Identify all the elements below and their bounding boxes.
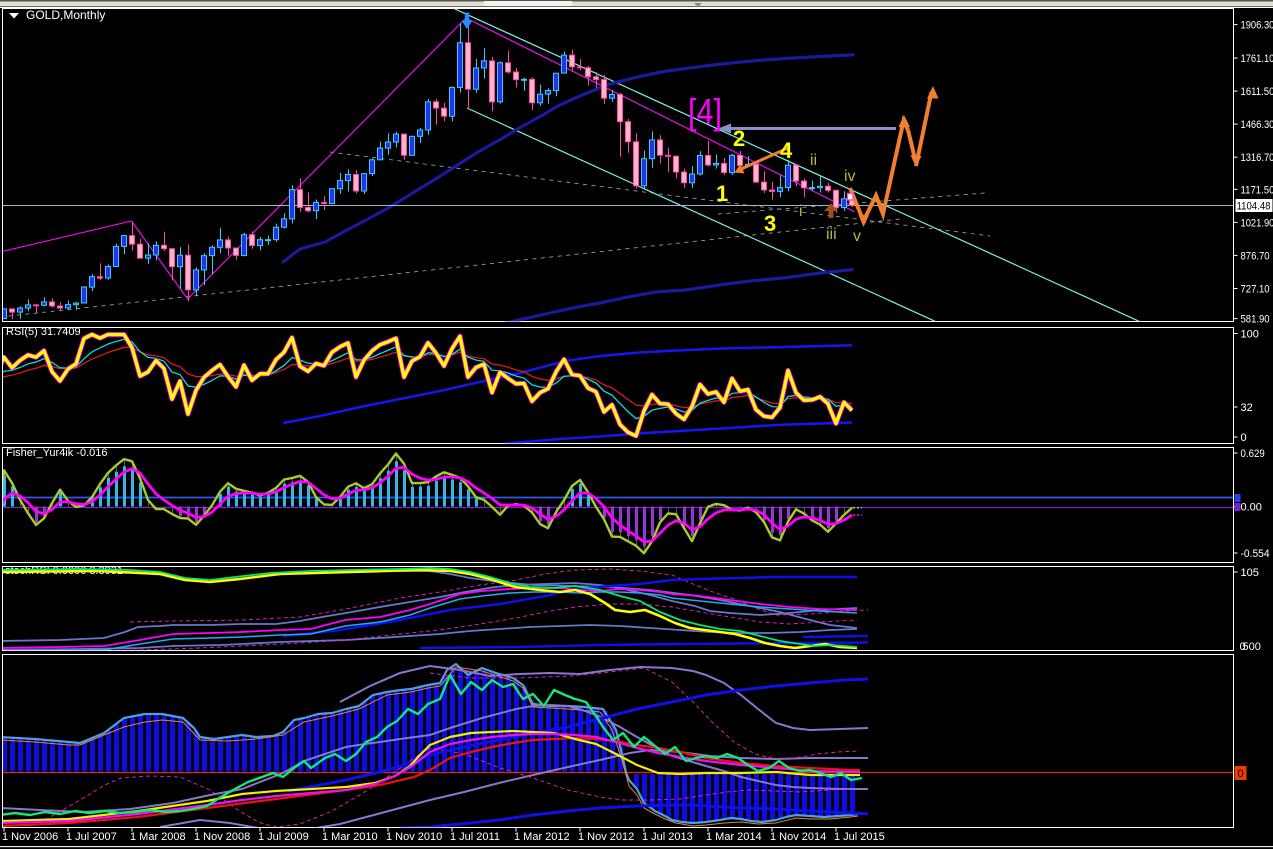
svg-text:0: 0 (1240, 641, 1246, 653)
svg-text:0.00: 0.00 (1241, 502, 1262, 514)
svg-text:1 Nov 2008: 1 Nov 2008 (194, 831, 250, 843)
svg-text:727.10: 727.10 (1241, 284, 1270, 296)
svg-text:3: 3 (764, 211, 776, 236)
svg-text:1 Nov 2010: 1 Nov 2010 (386, 831, 442, 843)
svg-text:1 Nov 2006: 1 Nov 2006 (2, 831, 58, 843)
svg-text:v: v (853, 228, 861, 245)
svg-text:1 Nov 2012: 1 Nov 2012 (578, 831, 634, 843)
svg-text:4: 4 (780, 138, 793, 163)
svg-text:2: 2 (733, 126, 745, 151)
svg-text:1: 1 (716, 181, 728, 206)
svg-text:1 Mar 2010: 1 Mar 2010 (322, 831, 378, 843)
svg-text:105: 105 (1241, 567, 1259, 579)
svg-text:1 Mar 2012: 1 Mar 2012 (514, 831, 570, 843)
svg-text:1 Jul 2009: 1 Jul 2009 (258, 831, 309, 843)
svg-text:1 Mar 2014: 1 Mar 2014 (706, 831, 762, 843)
svg-text:1761.10: 1761.10 (1241, 53, 1273, 65)
svg-text:GOLD,Monthly: GOLD,Monthly (26, 8, 105, 22)
svg-text:RSI(5) 31.7409: RSI(5) 31.7409 (6, 326, 81, 338)
svg-text:ii: ii (810, 152, 817, 169)
svg-text:0: 0 (1241, 432, 1247, 444)
svg-text:1104.48: 1104.48 (1237, 201, 1271, 213)
svg-text:1316.70: 1316.70 (1241, 152, 1273, 164)
svg-text:32: 32 (1241, 402, 1253, 414)
svg-text:876.70: 876.70 (1241, 250, 1270, 262)
svg-text:[4]: [4] (688, 91, 722, 132)
svg-text:1 Mar 2008: 1 Mar 2008 (130, 831, 186, 843)
svg-text:0.629: 0.629 (1241, 448, 1265, 460)
svg-text:1 Nov 2014: 1 Nov 2014 (770, 831, 826, 843)
svg-text:1 Jul 2015: 1 Jul 2015 (834, 831, 885, 843)
svg-text:iii: iii (826, 226, 837, 243)
svg-text:1171.50: 1171.50 (1241, 184, 1273, 196)
svg-text:1611.50: 1611.50 (1241, 86, 1273, 98)
svg-text:0: 0 (1238, 768, 1244, 780)
svg-text:1906.30: 1906.30 (1241, 20, 1273, 32)
svg-text:500: 500 (1243, 641, 1261, 653)
svg-text:1 Jul 2013: 1 Jul 2013 (642, 831, 693, 843)
svg-text:iv: iv (844, 168, 856, 185)
svg-text:1 Jul 2011: 1 Jul 2011 (450, 831, 500, 843)
svg-text:Fisher_Yur4ik -0.016: Fisher_Yur4ik -0.016 (6, 447, 108, 459)
svg-text:1 Jul 2007: 1 Jul 2007 (66, 831, 117, 843)
svg-text:1466.30: 1466.30 (1241, 119, 1273, 131)
svg-text:581.90: 581.90 (1241, 314, 1270, 326)
svg-text:-0.554: -0.554 (1241, 548, 1270, 560)
svg-text:i: i (799, 203, 803, 220)
svg-text:100: 100 (1241, 329, 1259, 341)
svg-text:1021.90: 1021.90 (1241, 217, 1273, 229)
